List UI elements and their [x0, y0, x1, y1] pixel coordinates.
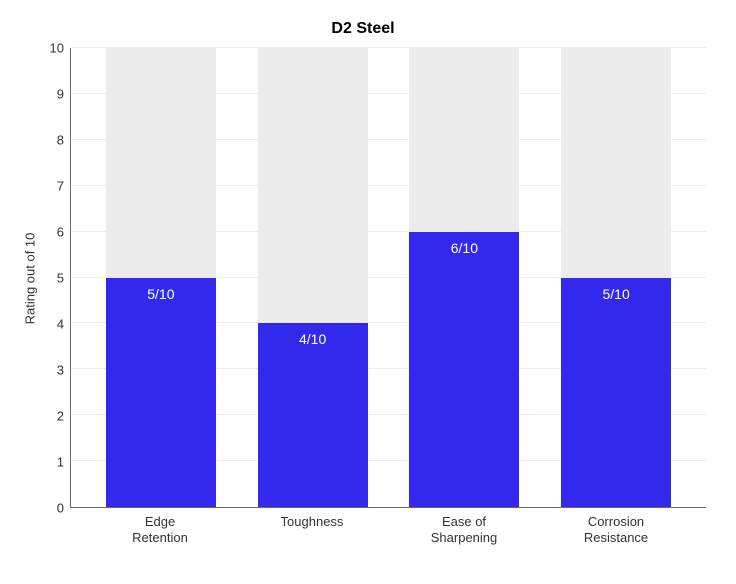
- bar-value-label: 5/10: [106, 286, 216, 302]
- y-tick: 9: [57, 87, 64, 102]
- y-tick: 2: [57, 409, 64, 424]
- y-tick: 3: [57, 363, 64, 378]
- bar-slot: 5/10: [106, 48, 216, 507]
- bar-value-label: 6/10: [409, 240, 519, 256]
- x-category-label-line1: Corrosion: [588, 514, 644, 529]
- y-tick: 8: [57, 133, 64, 148]
- x-labels: EdgeRetention Toughness Ease ofSharpening C…: [70, 508, 706, 547]
- x-axis-row: EdgeRetention Toughness Ease ofSharpening C…: [70, 508, 706, 547]
- bar-value: [106, 278, 216, 508]
- chart-container: D2 Steel Rating out of 10 0 1 2 3 4 5 6 7 8 9 10 5…: [0, 0, 736, 584]
- y-tick: 1: [57, 455, 64, 470]
- bar-value: [409, 232, 519, 507]
- plot-area: 5/10 4/10 6/10 5/10: [70, 48, 706, 508]
- y-tick: 6: [57, 225, 64, 240]
- y-tick: 10: [50, 41, 64, 56]
- bar-value-label: 5/10: [561, 286, 671, 302]
- y-tick: 0: [57, 501, 64, 516]
- x-category-label-line1: Ease of: [442, 514, 486, 529]
- chart-title: D2 Steel: [20, 20, 706, 38]
- x-category-label-line2: Retention: [132, 530, 188, 545]
- bar-slot: 4/10: [258, 48, 368, 507]
- bars-row: 5/10 4/10 6/10 5/10: [71, 48, 706, 507]
- x-category-label-line2: Sharpening: [431, 530, 498, 545]
- y-tick: 4: [57, 317, 64, 332]
- x-category-label-line1: Toughness: [281, 514, 344, 529]
- bar-slot: 5/10: [561, 48, 671, 507]
- y-axis-label: Rating out of 10: [23, 232, 38, 324]
- bar-value-label: 4/10: [258, 331, 368, 347]
- bar-slot: 6/10: [409, 48, 519, 507]
- ylabel-column: Rating out of 10: [20, 48, 40, 508]
- y-tick: 5: [57, 271, 64, 286]
- x-category-label: EdgeRetention: [105, 508, 215, 547]
- x-category-label: Ease ofSharpening: [409, 508, 519, 547]
- x-category-label: CorrosionResistance: [561, 508, 671, 547]
- bar-value: [561, 278, 671, 508]
- bar-value: [258, 323, 368, 507]
- x-category-label: Toughness: [257, 508, 367, 547]
- x-category-label-line1: Edge: [145, 514, 175, 529]
- x-category-label-line2: Resistance: [584, 530, 648, 545]
- plot-row: Rating out of 10 012345678910 5/104/106/…: [20, 48, 706, 508]
- y-tick: 7: [57, 179, 64, 194]
- y-ticks-column: 012345678910: [40, 48, 70, 508]
